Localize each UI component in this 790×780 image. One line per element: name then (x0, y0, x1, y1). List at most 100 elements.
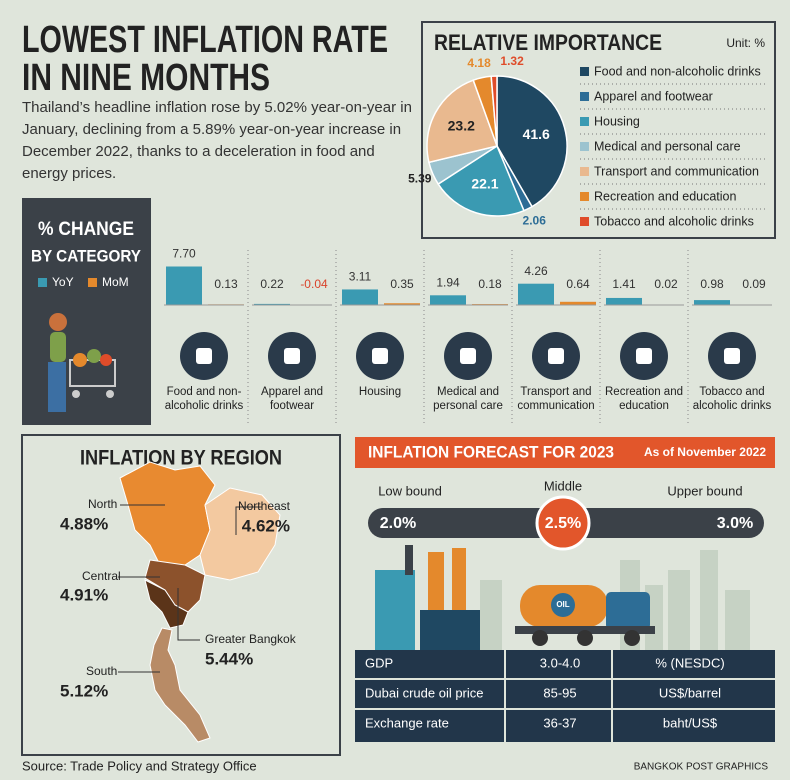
legend-label: YoY (52, 275, 74, 289)
icon-glyph (724, 348, 740, 364)
bar-value-label: 0.98 (700, 277, 724, 291)
region-title: INFLATION BY REGION (80, 447, 282, 470)
leader-lines (118, 504, 262, 673)
legend-label: Housing (594, 114, 640, 128)
pie-value-label: 22.1 (471, 175, 498, 191)
description: Thailand’s headline inflation rose by 5.… (22, 99, 412, 182)
table-cell: US$/barrel (659, 685, 721, 700)
region-name: Central (82, 569, 121, 583)
map (119, 461, 281, 743)
bar-value-label: 0.09 (742, 277, 766, 291)
bar-value-label: 0.35 (390, 277, 414, 291)
legend-swatch (580, 142, 589, 151)
category-label: Recreation and education (605, 386, 683, 412)
pie-slice (437, 144, 525, 217)
category-label: Transport and communication (517, 386, 595, 412)
source: Source: Trade Policy and Strategy Office (22, 758, 257, 773)
forecast-as-of: As of November 2022 (644, 445, 766, 459)
table-cell: % (NESDC) (655, 655, 724, 670)
pie-value-label: 2.06 (523, 213, 547, 227)
bar (694, 300, 730, 305)
bar (606, 297, 642, 305)
bar-value-label: 0.13 (214, 277, 238, 291)
bar (166, 266, 202, 305)
bound-value: 2.5% (545, 515, 581, 532)
forecast-table (355, 650, 775, 742)
bar-title: BY CATEGORY (31, 246, 142, 265)
table-cell: 36-37 (543, 715, 576, 730)
category-label: Apparel and footwear (260, 386, 324, 412)
bar-value-label: 0.18 (478, 277, 502, 291)
industry-illustration (375, 545, 750, 650)
region-value: 5.44% (205, 649, 253, 668)
legend-swatch (38, 278, 47, 287)
bar-title: % CHANGE (38, 219, 134, 240)
bar-value-label: 7.70 (172, 247, 196, 261)
icon-glyph (196, 348, 212, 364)
legend-swatch (580, 67, 589, 76)
forecast-middle-marker (535, 495, 591, 551)
bound-value: 3.0% (717, 515, 753, 532)
bar (560, 301, 596, 305)
pie-value-label: 5.39 (408, 171, 432, 185)
icon-glyph (372, 348, 388, 364)
table-cell: Dubai crude oil price (365, 685, 484, 700)
pie-slice (426, 79, 498, 164)
pie-slice (490, 75, 498, 147)
bar-value-label: 1.94 (436, 275, 460, 289)
icon-glyph (284, 348, 300, 364)
region-name: Greater Bangkok (205, 632, 297, 646)
pie-value-label: 41.6 (523, 126, 550, 142)
legend-label: Apparel and footwear (594, 89, 713, 103)
bar (254, 303, 290, 305)
table-cell: baht/US$ (663, 715, 718, 730)
title-line: IN NINE MONTHS (22, 57, 270, 99)
bar-value-label: 0.02 (654, 277, 678, 291)
bar-value-label: 1.41 (612, 277, 636, 291)
bar-value-label: -0.04 (300, 277, 328, 291)
legend-label: Medical and personal care (594, 139, 741, 153)
region-shape (199, 487, 281, 581)
category-label: Tobacco and alcoholic drinks (692, 386, 772, 412)
legend-label: Recreation and education (594, 189, 737, 203)
table-cell: 85-95 (543, 685, 576, 700)
bound-label: Upper bound (667, 483, 742, 498)
table-cell: GDP (365, 655, 393, 670)
legend-label: MoM (102, 275, 129, 289)
legend-label: Tobacco and alcoholic drinks (594, 214, 754, 228)
table-cell: 3.0-4.0 (540, 655, 580, 670)
bar (384, 303, 420, 305)
legend-label: Food and non-alcoholic drinks (594, 64, 761, 78)
pie-title: RELATIVE IMPORTANCE (434, 30, 662, 55)
pie-unit: Unit: % (726, 36, 765, 50)
table-cell: Exchange rate (365, 715, 449, 730)
bar (518, 283, 554, 305)
pie-value-label: 1.32 (500, 54, 524, 68)
bar (430, 295, 466, 305)
region-value: 4.88% (60, 514, 108, 533)
region-name: North (88, 497, 117, 511)
bar-value-label: 0.64 (566, 277, 590, 291)
legend-swatch (580, 192, 589, 201)
category-label: Food and non-alcoholic drinks (164, 386, 244, 412)
forecast-title: INFLATION FORECAST FOR 2023 (368, 442, 614, 461)
bound-label: Middle (544, 478, 582, 493)
region-name: South (86, 664, 117, 678)
region-name: Northeast (238, 499, 291, 513)
pie-value-label: 4.18 (467, 56, 491, 70)
bar (342, 289, 378, 305)
icon-glyph (548, 348, 564, 364)
title-line: LOWEST INFLATION RATE (22, 19, 388, 61)
region-value: 5.12% (60, 681, 108, 700)
icon-glyph (636, 348, 652, 364)
bound-value: 2.0% (380, 515, 416, 532)
legend-swatch (580, 117, 589, 126)
region-value: 4.91% (60, 585, 108, 604)
bar-value-label: 0.22 (260, 277, 284, 291)
legend-label: Transport and communication (594, 164, 759, 178)
bar-value-label: 3.11 (349, 270, 372, 284)
category-label: Housing (358, 386, 402, 398)
legend-swatch (580, 167, 589, 176)
